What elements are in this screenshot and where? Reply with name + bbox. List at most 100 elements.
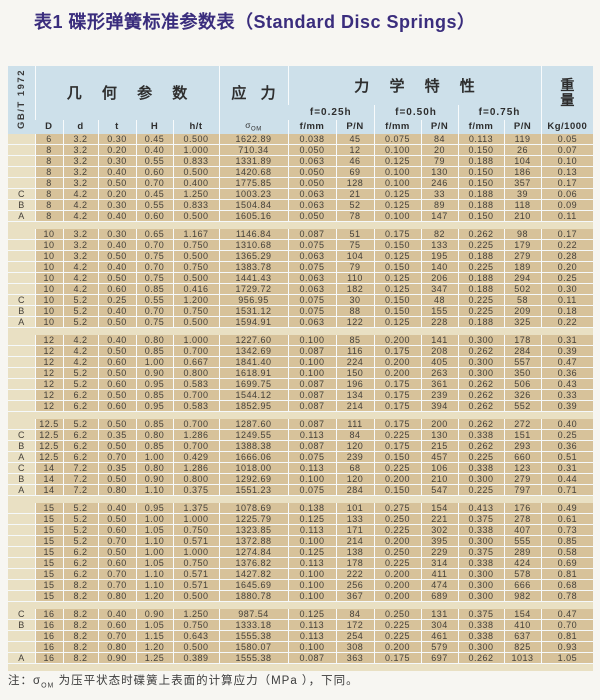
cell-H: 0.75 xyxy=(135,272,173,284)
cell-f_050h_mm: 0.200 xyxy=(373,568,422,580)
cell-t: 0.80 xyxy=(97,641,136,653)
cell-h/t: 0.500 xyxy=(172,641,220,653)
cell-P_075h_N: 557 xyxy=(503,356,542,368)
cell-f_025h_mm: 0.087 xyxy=(287,228,337,240)
cell-f_050h_mm: 0.125 xyxy=(373,199,422,211)
cell-sigma_OM: 1331.89 xyxy=(218,155,289,167)
cell-P_075h_N: 555 xyxy=(503,535,542,547)
cell-d: 5.2 xyxy=(62,294,98,306)
cell-sigma_OM: 1018.00 xyxy=(218,462,289,474)
cell-sigma_OM: 1551.23 xyxy=(218,484,289,496)
cell-f_050h_mm: 0.175 xyxy=(373,345,422,357)
cell-H: 1.10 xyxy=(135,579,173,591)
cell-P_075h_N: 293 xyxy=(503,440,542,452)
row-series-label xyxy=(8,641,35,653)
cell-P_025h_N: 79 xyxy=(335,261,375,273)
cell-f_075h_mm: 0.225 xyxy=(457,294,505,306)
cell-t: 0.60 xyxy=(97,400,136,412)
group-separator-row xyxy=(8,411,594,419)
cell-weight_kg_per_1000: 0.30 xyxy=(540,283,594,295)
cell-P_050h_N: 395 xyxy=(420,535,459,547)
cell-weight_kg_per_1000: 0.17 xyxy=(540,177,594,189)
cell-t: 0.35 xyxy=(97,462,136,474)
cell-P_075h_N: 666 xyxy=(503,579,542,591)
cell-f_075h_mm: 0.300 xyxy=(457,590,505,602)
cell-weight_kg_per_1000: 0.13 xyxy=(540,166,594,178)
row-series-label xyxy=(8,418,35,430)
cell-P_050h_N: 106 xyxy=(420,462,459,474)
cell-P_025h_N: 51 xyxy=(335,228,375,240)
cell-P_025h_N: 30 xyxy=(335,294,375,306)
cell-weight_kg_per_1000: 0.81 xyxy=(540,568,594,580)
cell-f_075h_mm: 0.150 xyxy=(457,166,505,178)
column-header-t: t xyxy=(97,119,136,134)
cell-h/t: 0.500 xyxy=(172,166,220,178)
cell-h/t: 0.750 xyxy=(172,305,220,317)
cell-d: 8.2 xyxy=(62,590,98,602)
cell-d: 8.2 xyxy=(62,652,98,664)
cell-f_025h_mm: 0.100 xyxy=(287,367,337,379)
cell-P_025h_N: 214 xyxy=(335,400,375,412)
table-row: 10 3.2 0.30 0.65 1.167 1146.84 0.087 51 0.175 82 0… xyxy=(8,228,594,240)
column-header-ht: h/t xyxy=(172,119,220,134)
cell-D: 15 xyxy=(34,590,63,602)
table-header: GB/T 1972 几 何 参 数 应 力 力 学 特 性 重 量 f=0.25… xyxy=(8,66,594,134)
cell-sigma_OM: 1841.40 xyxy=(218,356,289,368)
cell-f_025h_mm: 0.100 xyxy=(287,590,337,602)
table-row: 12 4.2 0.40 0.80 1.000 1227.60 0.100 85 0.200 141… xyxy=(8,334,594,346)
cell-weight_kg_per_1000: 0.81 xyxy=(540,630,594,642)
cell-t: 0.50 xyxy=(97,546,136,558)
cell-H: 0.80 xyxy=(135,462,173,474)
cell-d: 8.2 xyxy=(62,608,98,620)
cell-t: 0.20 xyxy=(97,144,136,156)
cell-P_050h_N: 228 xyxy=(420,316,459,328)
cell-h/t: 0.800 xyxy=(172,473,220,485)
cell-f_050h_mm: 0.125 xyxy=(373,250,422,262)
cell-f_025h_mm: 0.100 xyxy=(287,535,337,547)
cell-P_025h_N: 75 xyxy=(335,239,375,251)
cell-P_025h_N: 256 xyxy=(335,579,375,591)
cell-sigma_OM: 1594.91 xyxy=(218,316,289,328)
cell-P_025h_N: 133 xyxy=(335,513,375,525)
cell-P_075h_N: 502 xyxy=(503,283,542,295)
table-row: A 12.5 6.2 0.70 1.00 0.429 1666.06 0.075 239 0.15… xyxy=(8,451,594,463)
cell-f_025h_mm: 0.113 xyxy=(287,524,337,536)
cell-P_025h_N: 284 xyxy=(335,484,375,496)
cell-f_075h_mm: 0.188 xyxy=(457,316,505,328)
cell-P_050h_N: 84 xyxy=(420,133,459,145)
cell-H: 0.90 xyxy=(135,367,173,379)
cell-P_050h_N: 405 xyxy=(420,356,459,368)
cell-f_025h_mm: 0.063 xyxy=(287,250,337,262)
cell-D: 10 xyxy=(34,228,63,240)
cell-P_050h_N: 689 xyxy=(420,590,459,602)
cell-sigma_OM: 1645.69 xyxy=(218,579,289,591)
cell-sigma_OM: 1880.78 xyxy=(218,590,289,602)
cell-weight_kg_per_1000: 0.43 xyxy=(540,378,594,390)
cell-f_025h_mm: 0.075 xyxy=(287,261,337,273)
cell-t: 0.40 xyxy=(97,334,136,346)
cell-P_025h_N: 78 xyxy=(335,210,375,222)
cell-f_050h_mm: 0.150 xyxy=(373,451,422,463)
header-deflection-075h: f=0.75h xyxy=(457,105,542,120)
cell-f_075h_mm: 0.338 xyxy=(457,619,505,631)
cell-sigma_OM: 1618.91 xyxy=(218,367,289,379)
cell-H: 1.25 xyxy=(135,652,173,664)
cell-sigma_OM: 987.54 xyxy=(218,608,289,620)
cell-d: 3.2 xyxy=(62,239,98,251)
cell-H: 1.00 xyxy=(135,451,173,463)
cell-f_025h_mm: 0.100 xyxy=(287,641,337,653)
cell-sigma_OM: 1225.79 xyxy=(218,513,289,525)
cell-h/t: 0.583 xyxy=(172,378,220,390)
header-deflection-025h: f=0.25h xyxy=(288,105,375,120)
column-header-D: D xyxy=(35,119,63,134)
cell-h/t: 1.167 xyxy=(172,228,220,240)
cell-weight_kg_per_1000: 0.47 xyxy=(540,356,594,368)
cell-P_075h_N: 578 xyxy=(503,568,542,580)
cell-f_025h_mm: 0.063 xyxy=(287,272,337,284)
cell-f_075h_mm: 0.150 xyxy=(457,144,505,156)
cell-D: 15 xyxy=(34,513,63,525)
cell-D: 12 xyxy=(34,334,63,346)
cell-h/t: 1.000 xyxy=(172,546,220,558)
table-row: 8 3.2 0.20 0.40 1.000 710.34 0.050 12 0.100 20 0.1… xyxy=(8,144,594,156)
cell-f_050h_mm: 0.200 xyxy=(373,579,422,591)
